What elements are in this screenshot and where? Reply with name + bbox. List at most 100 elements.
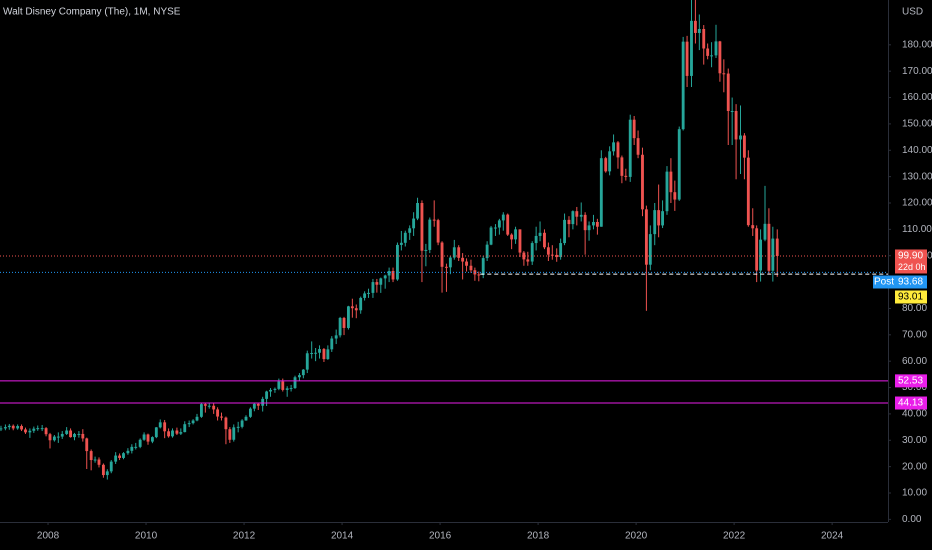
candle-body (130, 446, 134, 451)
candle-body (85, 438, 89, 452)
candle-body (538, 232, 542, 236)
candle-body (690, 20, 693, 76)
candle-body (69, 430, 72, 438)
candle-body (477, 274, 481, 276)
candle-body (702, 29, 706, 49)
candle-body (298, 375, 301, 378)
candle-body (636, 138, 640, 155)
candle-body (722, 73, 726, 75)
candle-body (567, 219, 571, 225)
candle-body (273, 388, 277, 390)
candle-body (359, 297, 363, 311)
candle-body (628, 119, 632, 177)
candle-body (604, 158, 608, 172)
candle-body (412, 218, 416, 229)
candle-body (191, 420, 195, 424)
y-tick-label: 120.00 (902, 198, 932, 209)
candle-body (469, 265, 473, 271)
candle-body (497, 220, 501, 228)
candle-body (281, 381, 285, 390)
candle-body (661, 211, 664, 226)
candle-body (0, 428, 3, 430)
candle-body (310, 353, 314, 355)
x-tick-label: 2010 (135, 531, 158, 542)
candle-body (755, 228, 759, 271)
y-tick-label: 40.00 (902, 409, 927, 420)
candle-body (530, 243, 534, 262)
candle-body (52, 436, 56, 441)
candle-body (526, 259, 530, 262)
y-tick-label: 180.00 (902, 39, 932, 50)
candle-body (326, 349, 330, 360)
candle-body (510, 234, 514, 240)
candle-body (183, 424, 187, 433)
candle-body (379, 278, 383, 285)
y-tick-label: 160.00 (902, 92, 932, 103)
candle-body (228, 429, 232, 440)
price-label: 93.01 (898, 292, 923, 303)
candle-body (256, 403, 260, 406)
candle-body (575, 211, 579, 217)
price-label-countdown: 22d 0h (898, 262, 926, 272)
candle-body (285, 388, 289, 390)
candle-body (207, 405, 211, 407)
candle-body (363, 293, 367, 298)
candle-body (56, 436, 60, 438)
candle-body (599, 158, 603, 227)
candle-body (65, 430, 69, 434)
candle-body (608, 151, 612, 172)
candle-body (301, 369, 305, 376)
candle-body (669, 171, 673, 193)
candle-body (314, 352, 318, 354)
candle-body (452, 247, 456, 258)
y-tick-label: 10.00 (902, 488, 927, 499)
candle-body (179, 432, 183, 434)
candle-body (514, 229, 517, 240)
candle-body (653, 210, 657, 235)
candle-body (330, 338, 334, 350)
price-label-bg (895, 396, 927, 410)
x-tick-label: 2020 (625, 531, 648, 542)
candle-body (403, 232, 407, 243)
candle-body (367, 292, 370, 294)
price-label-bg (895, 290, 927, 304)
candle-body (334, 335, 338, 339)
candle-body (338, 317, 342, 336)
candle-body (187, 423, 191, 425)
price-label-prefix: Post (874, 277, 894, 288)
candle-body (342, 317, 346, 328)
candle-body (759, 239, 763, 271)
candle-body (220, 416, 223, 418)
candle-body (240, 420, 244, 427)
candle-body (714, 41, 718, 56)
x-tick-label: 2014 (331, 531, 354, 542)
candle-body (28, 430, 32, 433)
candle-body (501, 214, 505, 221)
price-label: 93.68 (898, 277, 923, 288)
candle-body (40, 428, 44, 430)
candle-body (158, 422, 162, 428)
candle-body (710, 55, 714, 57)
candle-body (195, 416, 199, 421)
candle-body (587, 225, 591, 231)
candle-body (20, 426, 23, 430)
candle-body (428, 219, 432, 250)
candle-body (396, 244, 399, 280)
candle-body (32, 428, 36, 431)
candle-body (673, 192, 677, 200)
candle-body (506, 214, 510, 235)
candle-body (48, 434, 52, 441)
candle-body (641, 154, 644, 210)
price-label-bg (895, 275, 927, 289)
candle-body (97, 459, 101, 465)
candle-body (150, 437, 154, 442)
candle-body (77, 433, 81, 435)
x-tick-label: 2022 (723, 531, 746, 542)
candle-body (126, 450, 130, 454)
candle-body (746, 157, 750, 226)
candle-body (101, 464, 105, 476)
candle-body (142, 434, 146, 440)
candle-body (122, 453, 125, 458)
